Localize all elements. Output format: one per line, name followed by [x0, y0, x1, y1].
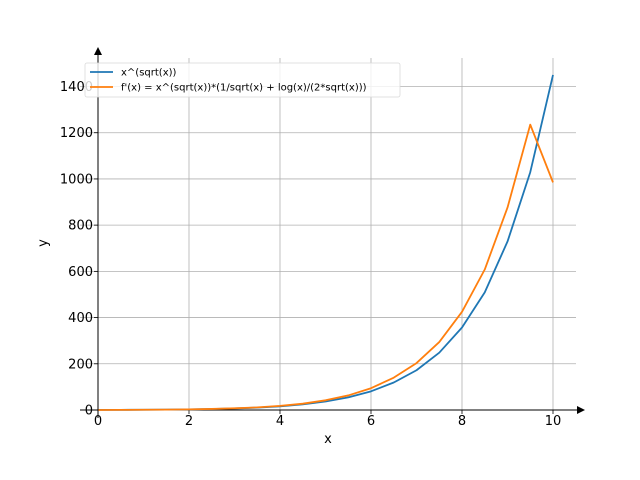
legend-box	[84, 62, 401, 98]
y-tick-label-3: 600	[68, 265, 93, 280]
x-axis-label: x	[324, 432, 332, 447]
x-tick-label-0: 0	[94, 414, 102, 429]
y-tick-label-5: 1000	[60, 172, 93, 187]
series-lines	[98, 74, 554, 411]
y-tick-label-6: 1200	[60, 126, 93, 141]
series-line-1	[98, 123, 554, 411]
x-tick-label-3: 6	[367, 414, 375, 429]
legend: x^(sqrt(x)) f'(x) = x^(sqrt(x))*(1/sqrt(x…	[84, 62, 401, 98]
x-tick-label-2: 4	[276, 414, 284, 429]
x-axis-arrow	[577, 406, 585, 414]
legend-label-1: f'(x) = x^(sqrt(x))*(1/sqrt(x) + log(x)/…	[121, 83, 367, 94]
y-tick-label-4: 800	[68, 219, 93, 234]
y-tick-label-2: 400	[68, 311, 93, 326]
y-axis-arrow	[94, 47, 102, 55]
y-tick-label-0: 0	[85, 404, 93, 419]
x-tick-label-5: 10	[545, 414, 562, 429]
x-ticks: 0 2 4 6 8 10	[94, 410, 561, 429]
series-line-0	[98, 74, 554, 411]
legend-label-0: x^(sqrt(x))	[121, 68, 177, 79]
y-tick-label-1: 200	[68, 357, 93, 372]
x-tick-label-4: 8	[458, 414, 466, 429]
grid	[80, 58, 576, 410]
axes	[80, 47, 585, 418]
y-axis-label: y	[36, 239, 51, 247]
x-tick-label-1: 2	[185, 414, 193, 429]
